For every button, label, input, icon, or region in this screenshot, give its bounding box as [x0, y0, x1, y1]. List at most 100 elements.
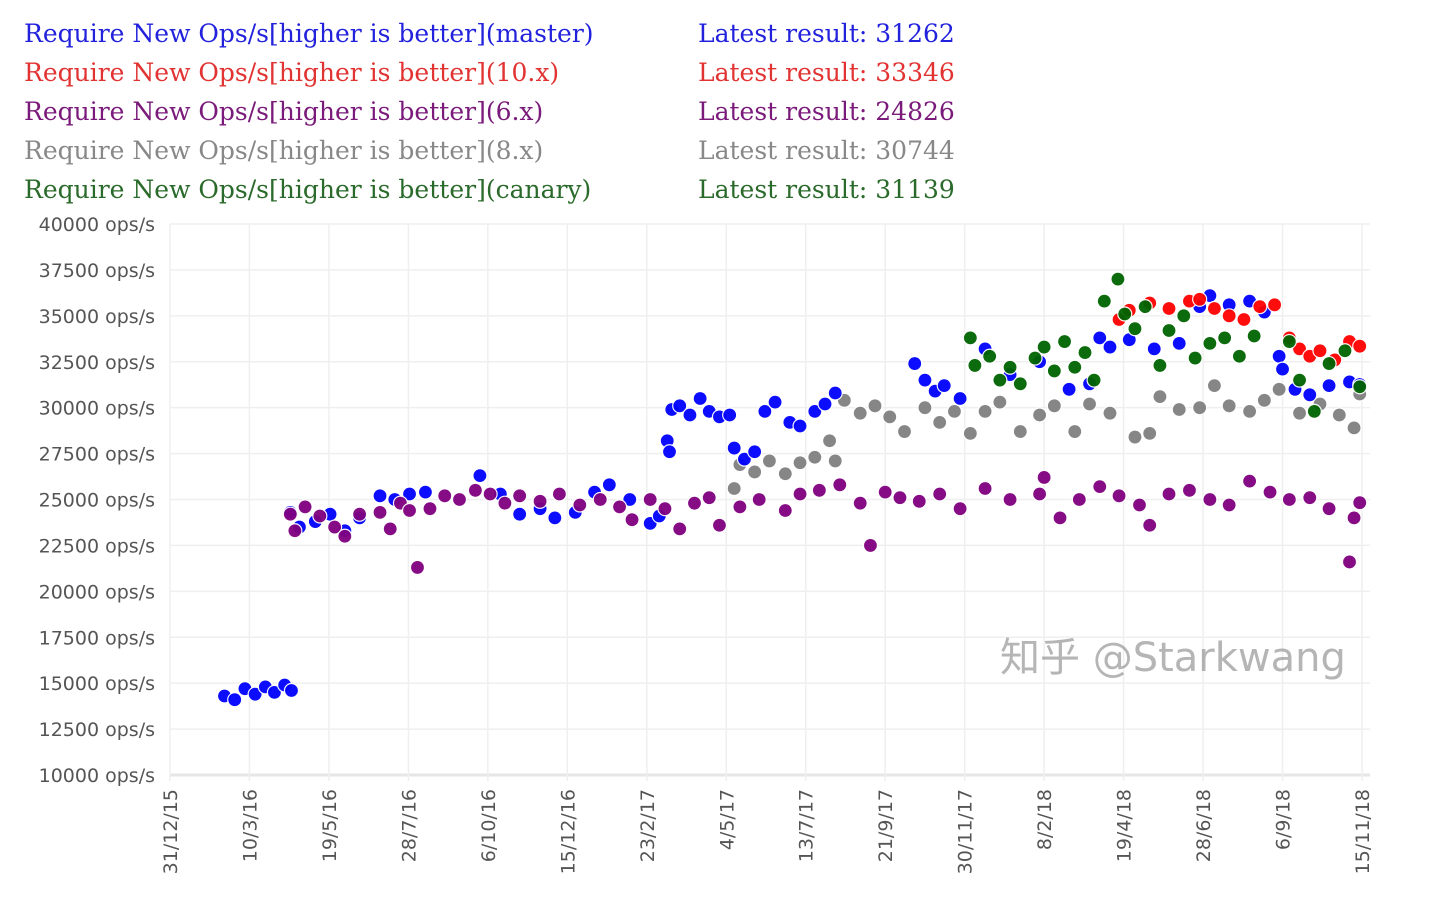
- x-tick-label: 19/5/16: [319, 789, 341, 862]
- data-point: [1221, 308, 1237, 324]
- data-point: [1321, 378, 1337, 394]
- data-point: [932, 486, 948, 502]
- y-tick-label: 35000 ops/s: [39, 306, 155, 328]
- data-point: [686, 495, 703, 511]
- legend-label: Require New Ops/s[higher is better](cana…: [24, 175, 592, 204]
- y-tick-label: 40000 ops/s: [39, 214, 155, 236]
- data-point: [911, 493, 927, 509]
- data-point: [1221, 398, 1237, 414]
- data-point: [1110, 271, 1126, 287]
- data-point: [283, 682, 300, 699]
- x-tick-label: 6/9/18: [1273, 789, 1295, 850]
- data-point: [932, 414, 948, 430]
- data-point: [1161, 322, 1177, 339]
- data-point: [1271, 381, 1287, 397]
- data-point: [1102, 405, 1118, 421]
- data-point: [467, 482, 483, 498]
- data-point: [761, 453, 778, 469]
- data-point: [1161, 300, 1177, 317]
- x-tick-label: 21/9/17: [875, 789, 897, 862]
- data-point: [757, 403, 773, 419]
- data-point: [482, 486, 498, 502]
- legend-latest: Latest result: 30744: [698, 136, 955, 165]
- data-point: [351, 506, 368, 522]
- data-points: [216, 271, 1368, 708]
- data-point: [1081, 396, 1098, 412]
- data-point: [547, 510, 563, 526]
- data-point: [1152, 389, 1168, 405]
- legend-label: Require New Ops/s[higher is better](8.x): [24, 136, 544, 165]
- data-point: [417, 484, 434, 500]
- data-point: [1192, 291, 1208, 307]
- y-tick-label: 20000 ops/s: [39, 581, 155, 603]
- data-point: [852, 405, 868, 421]
- data-point: [247, 686, 263, 702]
- data-point: [1142, 517, 1158, 533]
- data-point: [1352, 379, 1368, 395]
- data-point: [807, 449, 823, 465]
- legend-label: Require New Ops/s[higher is better](6.x): [24, 97, 544, 126]
- data-point: [532, 493, 548, 509]
- legend-label: Require New Ops/s[higher is better](mast…: [24, 19, 594, 48]
- x-tick-label: 6/10/16: [478, 789, 500, 862]
- x-tick-label: 10/3/16: [239, 789, 261, 862]
- data-point: [862, 537, 879, 554]
- data-point: [1337, 343, 1353, 359]
- data-point: [1012, 376, 1028, 392]
- data-point: [1321, 501, 1337, 517]
- x-tick-label: 15/11/18: [1352, 789, 1374, 874]
- data-point: [1027, 350, 1043, 366]
- legend-latest: Latest result: 31139: [698, 175, 955, 204]
- data-point: [1306, 403, 1322, 419]
- data-point: [1274, 361, 1291, 377]
- data-point: [592, 491, 608, 508]
- data-point: [1346, 420, 1362, 436]
- data-point: [1181, 482, 1198, 498]
- data-point: [227, 692, 243, 708]
- data-point: [512, 506, 528, 522]
- y-tick-label: 22500 ops/s: [39, 535, 155, 557]
- data-point: [992, 394, 1008, 410]
- data-point: [1152, 357, 1168, 374]
- data-point: [1242, 403, 1258, 419]
- data-point: [827, 385, 843, 401]
- data-point: [747, 464, 763, 480]
- data-point: [1281, 491, 1297, 508]
- data-point: [1291, 405, 1308, 421]
- data-point: [1067, 359, 1083, 375]
- data-point: [952, 390, 968, 407]
- data-point: [1352, 338, 1368, 354]
- data-point: [882, 409, 898, 425]
- data-point: [726, 480, 742, 497]
- data-point: [732, 499, 748, 515]
- data-point: [936, 378, 952, 394]
- data-point: [1331, 407, 1347, 423]
- x-tick-label: 23/2/17: [637, 789, 659, 862]
- data-point: [1341, 554, 1358, 570]
- data-point: [1266, 297, 1283, 313]
- data-point: [437, 488, 453, 504]
- data-point: [657, 501, 673, 517]
- data-point: [792, 486, 808, 502]
- data-point: [917, 400, 933, 416]
- data-point: [1031, 407, 1048, 423]
- data-point: [1291, 341, 1308, 357]
- y-tick-label: 15000 ops/s: [39, 673, 155, 695]
- y-tick-label: 25000 ops/s: [39, 490, 155, 512]
- x-tick-label: 28/7/16: [398, 789, 420, 862]
- x-tick-label: 15/12/16: [557, 789, 579, 874]
- data-point: [1192, 400, 1208, 416]
- data-point: [1056, 333, 1073, 350]
- x-tick-label: 4/5/17: [716, 789, 738, 850]
- data-point: [1096, 293, 1112, 309]
- data-point: [1077, 344, 1093, 361]
- legend-row-canary: Require New Ops/s[higher is better](cana…: [24, 170, 955, 209]
- axes: 10000 ops/s 12500 ops/s 15000 ops/s 17500 o…: [39, 214, 1374, 874]
- data-point: [777, 466, 793, 482]
- y-tick-label: 32500 ops/s: [39, 352, 155, 374]
- data-point: [1067, 423, 1083, 440]
- data-point: [1002, 359, 1018, 375]
- data-point: [1046, 363, 1062, 379]
- data-point: [1171, 335, 1187, 351]
- data-point: [1352, 495, 1368, 511]
